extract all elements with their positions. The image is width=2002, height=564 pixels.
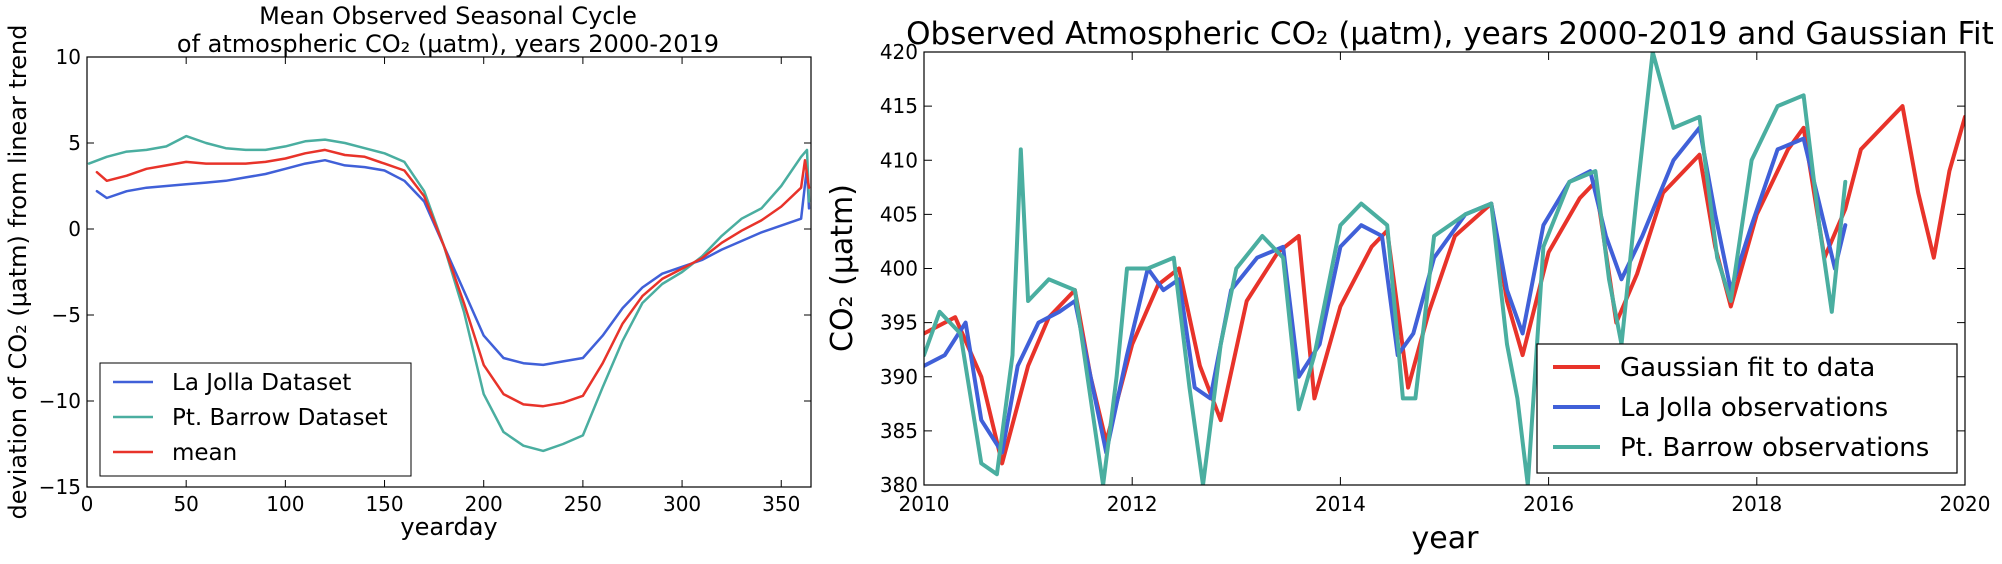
right-legend-label-gaussian-fit: Gaussian fit to data: [1620, 353, 1875, 383]
right-y-tick-label: 395: [880, 311, 918, 335]
right-y-tick-label: 405: [880, 202, 918, 226]
left-legend-box: [99, 362, 412, 477]
right-x-tick-label: 2012: [1107, 492, 1158, 516]
left-y-tick-label: −10: [39, 389, 81, 413]
left-x-tick-label: 300: [663, 492, 701, 516]
right-y-tick-label: 415: [880, 94, 918, 118]
left-legend-label-la-jolla: La Jolla Dataset: [172, 370, 351, 396]
right-chart-y-axis-label: CO₂ (μatm): [825, 184, 860, 352]
left-y-tick-label: 5: [68, 131, 81, 155]
left-chart-y-axis-label: deviation of CO₂ (μatm) from linear tren…: [4, 25, 32, 520]
left-y-tick-label: 0: [68, 217, 81, 241]
left-x-tick-label: 200: [465, 492, 503, 516]
right-chart: Observed Atmospheric CO₂ (μatm), years 2…: [825, 16, 1994, 556]
right-chart-title: Observed Atmospheric CO₂ (μatm), years 2…: [906, 16, 1994, 52]
left-y-tick-label: −15: [39, 475, 81, 499]
left-x-tick-label: 250: [564, 492, 602, 516]
right-x-tick-label: 2016: [1523, 492, 1574, 516]
right-y-tick-label: 385: [880, 419, 918, 443]
left-series-mean: [95, 148, 811, 408]
right-y-tick-label: 400: [880, 257, 918, 281]
left-y-tick-label: −5: [52, 303, 81, 327]
left-x-tick-label: 50: [173, 492, 198, 516]
left-x-tick-label: 0: [81, 492, 94, 516]
left-series-pt-barrow-dataset: [87, 134, 811, 453]
right-x-tick-label: 2010: [899, 492, 950, 516]
left-chart-title-line1: Mean Observed Seasonal Cycle: [259, 2, 637, 30]
left-chart-series-group: [87, 134, 811, 453]
left-x-tick-label: 100: [266, 492, 304, 516]
right-x-tick-label: 2018: [1731, 492, 1782, 516]
right-chart-x-axis-label: year: [1412, 521, 1480, 556]
left-legend-label-mean: mean: [172, 440, 237, 466]
left-x-tick-label: 350: [762, 492, 800, 516]
left-chart: Mean Observed Seasonal Cycle of atmosphe…: [4, 2, 812, 541]
right-chart-ticks: 2010 2012 2014 2016 2018 2020 380 385 390 395 400 4…: [880, 40, 1991, 516]
right-chart-series-group: [924, 52, 1965, 485]
left-x-tick-label: 150: [365, 492, 403, 516]
left-series-la-jolla-dataset: [95, 158, 811, 367]
right-y-tick-label: 390: [880, 365, 918, 389]
left-chart-frame: [86, 56, 812, 488]
right-chart-legend: Gaussian fit to data La Jolla observatio…: [1536, 343, 1958, 474]
right-legend-label-pt-barrow: Pt. Barrow observations: [1620, 433, 1929, 463]
left-chart-ticks: 0 50 100 150 200 250 300 350 −15 −10 −5 0 5 10: [39, 45, 811, 516]
right-series-pt-barrow-observations: [924, 52, 1848, 485]
right-legend-label-la-jolla: La Jolla observations: [1620, 393, 1888, 423]
right-x-tick-label: 2014: [1315, 492, 1366, 516]
left-legend-label-pt-barrow: Pt. Barrow Dataset: [172, 405, 388, 431]
left-chart-legend: La Jolla Dataset Pt. Barrow Dataset mean: [99, 362, 412, 477]
right-y-tick-label: 420: [880, 40, 918, 64]
right-y-tick-label: 380: [880, 473, 918, 497]
left-chart-x-axis-label: yearday: [400, 513, 497, 541]
left-chart-title-line2: of atmospheric CO₂ (μatm), years 2000-20…: [177, 30, 719, 58]
right-x-tick-label: 2020: [1940, 492, 1991, 516]
right-legend-box: [1536, 343, 1958, 474]
left-y-tick-label: 10: [56, 45, 81, 69]
right-y-tick-label: 410: [880, 148, 918, 172]
